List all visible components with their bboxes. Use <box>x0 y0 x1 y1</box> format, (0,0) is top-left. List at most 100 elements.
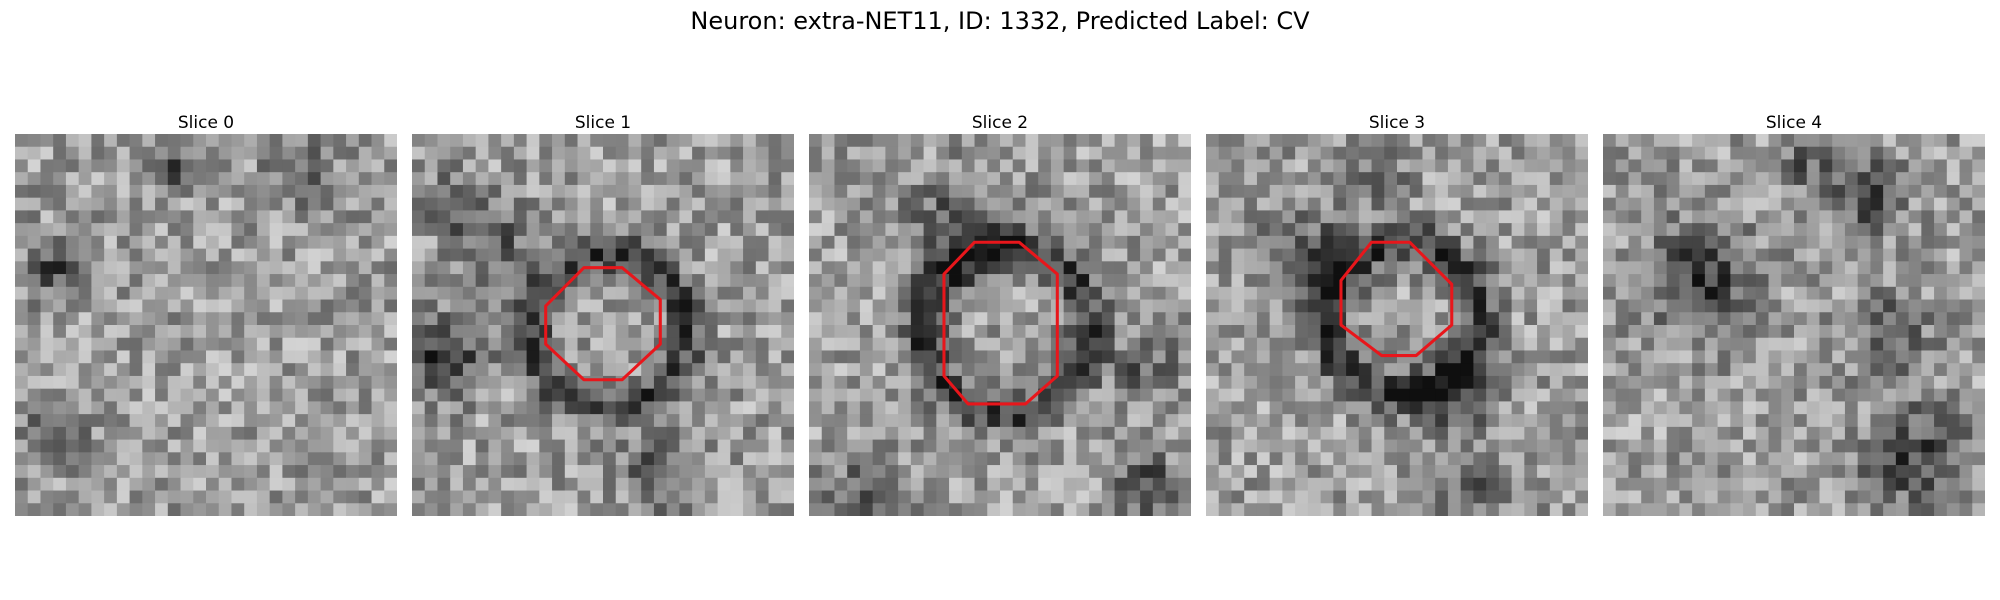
pixel <box>949 439 963 453</box>
pixel <box>987 172 1001 186</box>
pixel <box>1025 286 1039 300</box>
pixel <box>1114 286 1128 300</box>
pixel <box>1641 184 1655 199</box>
pixel <box>809 146 823 160</box>
pixel <box>206 197 220 211</box>
pixel <box>1615 248 1629 262</box>
pixel <box>641 452 655 466</box>
pixel <box>781 503 794 516</box>
pixel <box>552 375 566 390</box>
pixel <box>1397 274 1411 288</box>
pixel <box>1038 299 1052 313</box>
pixel <box>424 465 438 479</box>
pixel <box>1089 248 1103 262</box>
pixel <box>961 477 975 491</box>
pixel <box>590 363 604 377</box>
pixel <box>1050 172 1065 186</box>
pixel <box>1282 184 1296 199</box>
pixel <box>987 388 1001 402</box>
pixel <box>1140 325 1154 339</box>
pixel <box>501 248 515 262</box>
pixel <box>1908 172 1922 186</box>
pixel <box>129 299 143 313</box>
pixel <box>1218 146 1232 160</box>
pixel <box>653 172 668 186</box>
pixel <box>307 426 321 440</box>
pixel <box>730 197 744 211</box>
pixel <box>590 299 604 313</box>
pixel <box>346 465 360 479</box>
pixel <box>1295 299 1309 313</box>
pixel <box>526 363 540 377</box>
pixel <box>1972 477 1985 491</box>
pixel <box>1717 261 1731 275</box>
pixel <box>167 325 181 339</box>
pixel <box>104 223 118 237</box>
pixel <box>1114 477 1128 491</box>
pixel <box>615 490 629 504</box>
pixel <box>1384 477 1398 491</box>
pixel <box>898 134 912 148</box>
pixel <box>1511 363 1525 377</box>
pixel <box>1794 350 1808 364</box>
pixel <box>1178 325 1191 339</box>
pixel <box>1333 375 1347 390</box>
pixel <box>1794 159 1808 173</box>
pixel <box>1717 388 1731 402</box>
pixel <box>1972 172 1985 186</box>
pixel <box>872 210 886 224</box>
pixel <box>1295 197 1309 211</box>
pixel <box>1628 337 1642 351</box>
pixel <box>1256 286 1271 300</box>
pixel <box>552 248 566 262</box>
pixel <box>1844 337 1859 351</box>
pixel <box>15 452 29 466</box>
pixel <box>193 312 207 326</box>
pixel <box>1653 210 1668 224</box>
pixel <box>1101 388 1115 402</box>
pixel <box>1972 350 1985 364</box>
pixel <box>384 325 397 339</box>
pixel <box>539 248 553 262</box>
pixel <box>1218 286 1232 300</box>
pixel <box>1178 477 1191 491</box>
pixel <box>1549 490 1563 504</box>
pixel <box>1244 184 1258 199</box>
pixel <box>1498 146 1512 160</box>
pixel <box>1615 286 1629 300</box>
pixel <box>15 363 29 377</box>
pixel <box>1178 439 1191 453</box>
pixel <box>641 159 655 173</box>
pixel <box>53 172 67 186</box>
pixel <box>615 312 629 326</box>
pixel <box>1511 274 1525 288</box>
pixel <box>1730 274 1744 288</box>
pixel <box>256 210 271 224</box>
pixel <box>704 210 718 224</box>
pixel <box>564 503 578 516</box>
pixel <box>1218 375 1232 390</box>
pixel <box>552 477 566 491</box>
panel-slice-1: Slice 1 <box>412 112 794 134</box>
pixel <box>809 261 823 275</box>
pixel <box>346 325 360 339</box>
pixel <box>1218 159 1232 173</box>
pixel <box>1679 210 1693 224</box>
pixel <box>1127 503 1141 516</box>
pixel <box>295 299 309 313</box>
pixel <box>488 490 502 504</box>
pixel <box>885 286 899 300</box>
pixel <box>371 337 385 351</box>
pixel <box>730 312 744 326</box>
pixel <box>1819 286 1833 300</box>
pixel <box>653 159 668 173</box>
pixel <box>1127 439 1141 453</box>
pixel <box>1844 401 1859 415</box>
pixel <box>1089 134 1103 148</box>
pixel <box>910 261 924 275</box>
pixel <box>615 299 629 313</box>
pixel <box>1562 414 1576 428</box>
pixel <box>424 312 438 326</box>
pixel <box>1549 363 1563 377</box>
pixel <box>1282 490 1296 504</box>
